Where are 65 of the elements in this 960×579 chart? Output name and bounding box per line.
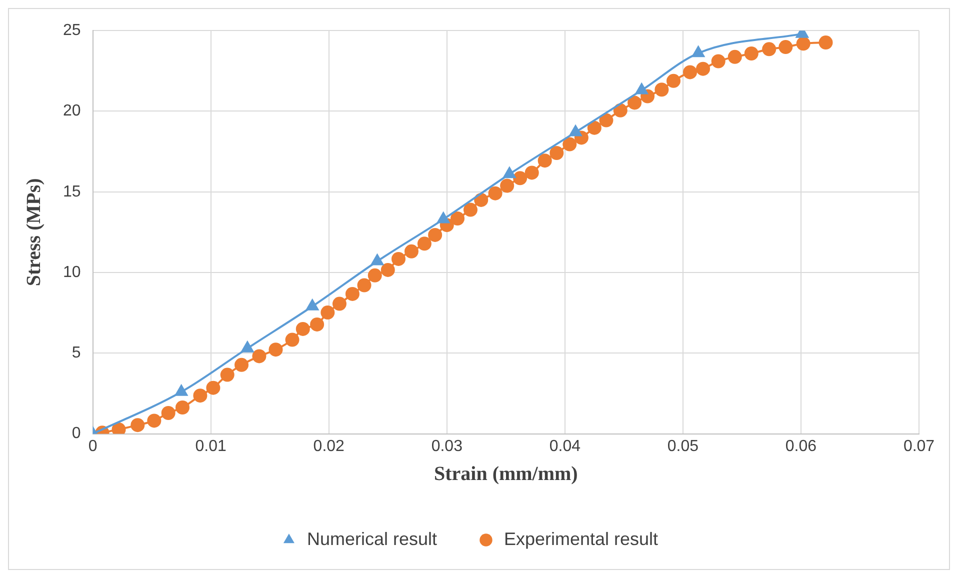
point: [332, 296, 346, 311]
point: [550, 146, 564, 160]
point: [711, 54, 726, 68]
point: [220, 368, 234, 382]
x-tick-label: 0.07: [903, 438, 935, 455]
point: [796, 36, 810, 51]
point: [368, 268, 382, 282]
point: [500, 178, 514, 193]
y-tick-label: 5: [72, 344, 81, 362]
point: [488, 186, 502, 200]
point: [818, 36, 833, 50]
point: [428, 228, 442, 242]
point: [285, 332, 300, 347]
point: [538, 154, 552, 168]
point: [380, 262, 395, 277]
point: [234, 358, 249, 372]
x-tick-label: 0.06: [785, 438, 817, 455]
x-tick-label: 0.04: [549, 438, 581, 455]
legend-label: Experimental result: [504, 528, 658, 549]
legend-label: Numerical result: [306, 528, 437, 549]
x-axis-title: Strain (mm/mm): [434, 463, 578, 486]
point: [391, 252, 406, 266]
point: [628, 96, 642, 110]
point: [613, 103, 628, 118]
point: [320, 306, 335, 320]
point: [599, 113, 614, 128]
point: [696, 62, 710, 76]
point: [268, 342, 283, 357]
point: [357, 278, 372, 292]
point: [252, 349, 266, 364]
point: [562, 137, 577, 152]
point: [130, 418, 145, 432]
y-axis-title: Stress (MPs): [23, 178, 46, 286]
x-tick-label: 0.02: [313, 438, 345, 455]
point: [404, 244, 418, 258]
point: [587, 120, 602, 135]
point: [345, 286, 360, 301]
point: [728, 50, 742, 64]
point: [778, 40, 793, 54]
point: [417, 236, 432, 251]
point: [296, 322, 310, 336]
point: [161, 406, 176, 420]
x-tick-label: 0.05: [667, 438, 699, 455]
point: [654, 82, 669, 97]
x-tick-label: 0.01: [195, 438, 226, 455]
point: [524, 166, 539, 180]
point: [513, 171, 528, 186]
point: [463, 202, 478, 217]
y-tick-label: 25: [63, 22, 81, 40]
y-tick-label: 0: [72, 425, 81, 442]
y-tick-label: 10: [63, 264, 81, 281]
point: [206, 380, 220, 395]
point: [744, 46, 758, 60]
point: [147, 414, 162, 428]
point: [176, 400, 190, 415]
x-tick-label: 0: [88, 438, 98, 455]
point: [683, 65, 698, 80]
x-tick-label: 0.03: [431, 438, 463, 455]
point: [193, 388, 208, 403]
point: [666, 74, 680, 88]
y-tick-label: 20: [63, 102, 81, 120]
point: [310, 317, 324, 332]
point: [450, 211, 465, 226]
y-tick-label: 15: [63, 183, 81, 200]
point: [762, 42, 776, 56]
